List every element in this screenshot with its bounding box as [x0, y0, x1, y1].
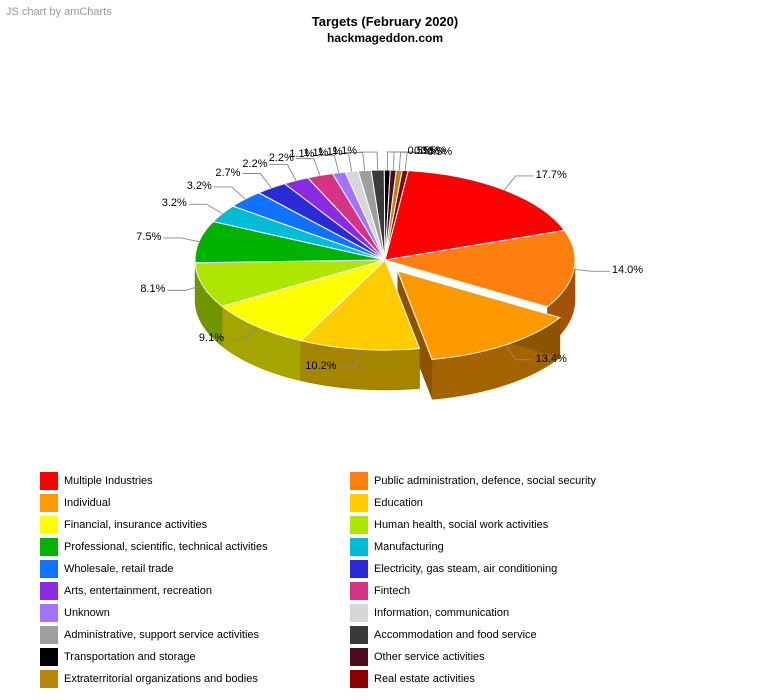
legend-item[interactable]: Electricity, gas steam, air conditioning — [350, 558, 740, 580]
legend-label: Multiple Industries — [64, 475, 153, 487]
legend-item[interactable]: Administrative, support service activiti… — [40, 624, 350, 646]
slice-percent-label: 1.1% — [319, 145, 357, 157]
legend-label: Accommodation and food service — [374, 629, 537, 641]
legend-label: Manufacturing — [374, 541, 444, 553]
legend-item[interactable]: Professional, scientific, technical acti… — [40, 536, 350, 558]
legend-label: Arts, entertainment, recreation — [64, 585, 212, 597]
legend-label: Education — [374, 497, 423, 509]
legend-item[interactable]: Education — [350, 492, 740, 514]
chart-titles: Targets (February 2020) hackmageddon.com — [0, 14, 770, 45]
legend-swatch — [350, 648, 368, 666]
legend-swatch — [40, 494, 58, 512]
legend-item[interactable]: Manufacturing — [350, 536, 740, 558]
legend-label: Human health, social work activities — [374, 519, 548, 531]
slice-percent-label: 9.1% — [186, 332, 224, 344]
legend-swatch — [350, 582, 368, 600]
legend-swatch — [350, 494, 368, 512]
legend: Multiple Industries Public administration… — [40, 470, 740, 690]
slice-percent-label: 3.2% — [174, 180, 212, 192]
legend-item[interactable]: Fintech — [350, 580, 740, 602]
legend-swatch — [350, 516, 368, 534]
legend-label: Real estate activities — [374, 673, 475, 685]
chart-subtitle: hackmageddon.com — [0, 31, 770, 45]
slice-percent-label: 0.5% — [427, 146, 452, 158]
legend-label: Extraterritorial organizations and bodie… — [64, 673, 258, 685]
legend-swatch — [350, 538, 368, 556]
legend-item[interactable]: Accommodation and food service — [350, 624, 740, 646]
legend-item[interactable]: Public administration, defence, social s… — [350, 470, 740, 492]
legend-label: Administrative, support service activiti… — [64, 629, 259, 641]
legend-swatch — [40, 670, 58, 688]
legend-item[interactable]: Extraterritorial organizations and bodie… — [40, 668, 350, 690]
slice-percent-label: 7.5% — [123, 231, 161, 243]
slice-percent-label: 14.0% — [612, 264, 643, 276]
legend-swatch — [350, 670, 368, 688]
legend-label: Transportation and storage — [64, 651, 196, 663]
legend-item[interactable]: Financial, insurance activities — [40, 514, 350, 536]
legend-label: Wholesale, retail trade — [64, 563, 173, 575]
slice-percent-label: 3.2% — [149, 197, 187, 209]
legend-swatch — [350, 560, 368, 578]
legend-label: Information, communication — [374, 607, 509, 619]
legend-swatch — [350, 626, 368, 644]
legend-swatch — [350, 604, 368, 622]
legend-swatch — [40, 560, 58, 578]
legend-swatch — [350, 472, 368, 490]
legend-item[interactable]: Other service activities — [350, 646, 740, 668]
legend-label: Electricity, gas steam, air conditioning — [374, 563, 557, 575]
legend-item[interactable]: Arts, entertainment, recreation — [40, 580, 350, 602]
legend-swatch — [40, 472, 58, 490]
legend-swatch — [40, 516, 58, 534]
legend-label: Other service activities — [374, 651, 485, 663]
legend-swatch — [40, 626, 58, 644]
legend-label: Unknown — [64, 607, 110, 619]
legend-item[interactable]: Information, communication — [350, 602, 740, 624]
legend-swatch — [40, 582, 58, 600]
slice-percent-label: 8.1% — [127, 283, 165, 295]
legend-item[interactable]: Multiple Industries — [40, 470, 350, 492]
legend-item[interactable]: Unknown — [40, 602, 350, 624]
legend-item[interactable]: Transportation and storage — [40, 646, 350, 668]
chart-title: Targets (February 2020) — [0, 14, 770, 29]
legend-item[interactable]: Wholesale, retail trade — [40, 558, 350, 580]
legend-item[interactable]: Human health, social work activities — [350, 514, 740, 536]
pie-chart: 17.7% 14.0% 13.4% 10.2% 9.1% 8.1% 7.5% 3.2% 3.2%… — [0, 50, 770, 450]
slice-percent-label: 13.4% — [536, 353, 567, 365]
legend-swatch — [40, 648, 58, 666]
legend-label: Public administration, defence, social s… — [374, 475, 596, 487]
slice-percent-label: 17.7% — [536, 169, 567, 181]
legend-item[interactable]: Real estate activities — [350, 668, 740, 690]
legend-swatch — [40, 604, 58, 622]
slice-percent-label: 10.2% — [298, 360, 336, 372]
legend-label: Individual — [64, 497, 110, 509]
legend-item[interactable]: Individual — [40, 492, 350, 514]
legend-label: Financial, insurance activities — [64, 519, 207, 531]
legend-label: Fintech — [374, 585, 410, 597]
legend-label: Professional, scientific, technical acti… — [64, 541, 268, 553]
legend-swatch — [40, 538, 58, 556]
